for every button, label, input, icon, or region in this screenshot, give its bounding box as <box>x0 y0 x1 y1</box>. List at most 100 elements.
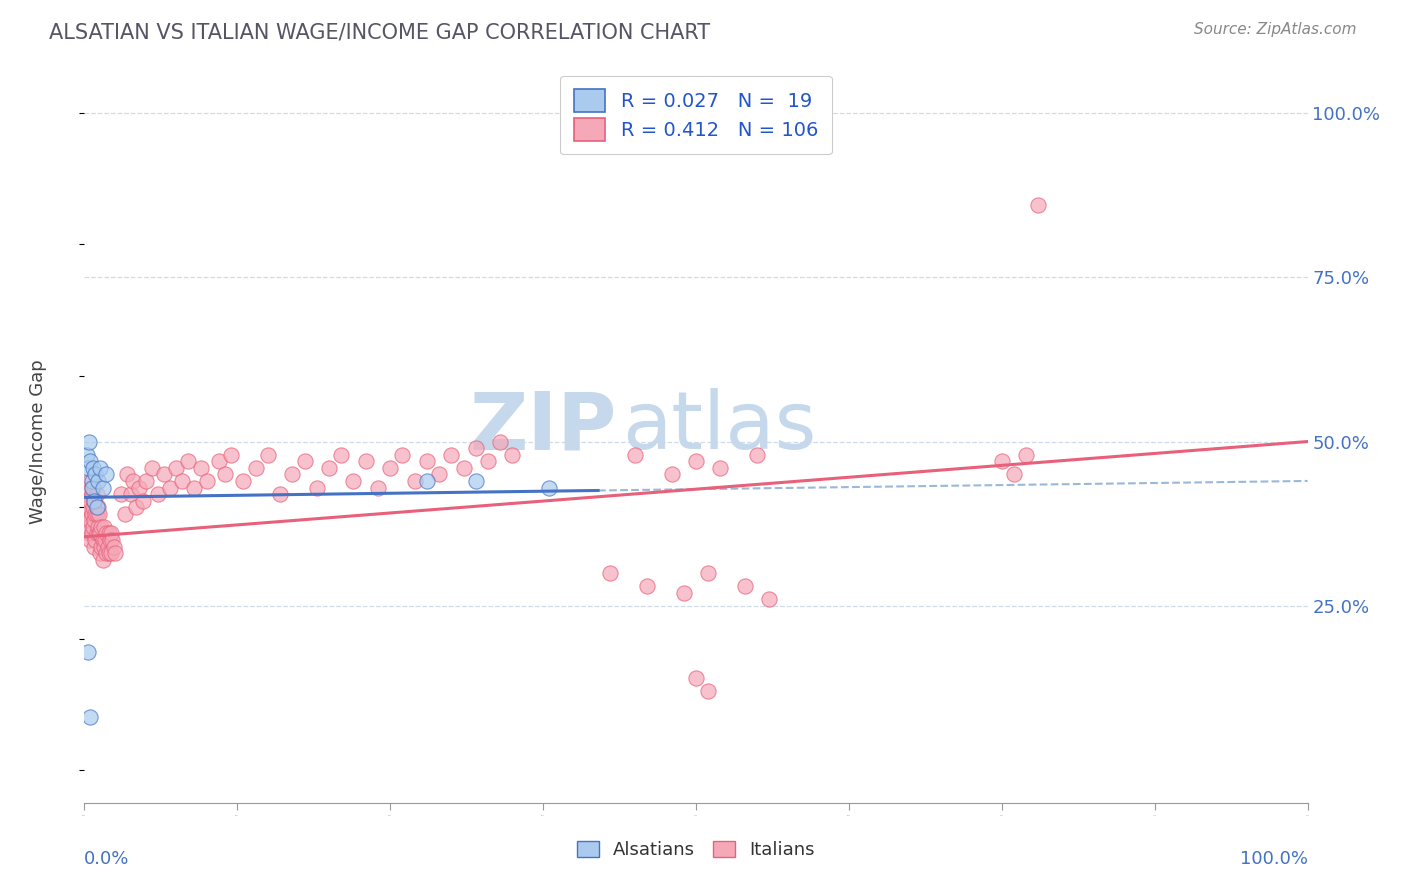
Point <box>141 460 163 475</box>
Point <box>79 710 101 724</box>
Point <box>83 513 105 527</box>
Point <box>624 448 647 462</box>
Point <box>87 526 110 541</box>
Point <box>1015 448 1038 462</box>
Point <box>77 526 100 541</box>
Point <box>440 448 463 462</box>
Point <box>76 493 98 508</box>
Point <box>79 533 101 547</box>
Point <box>128 481 150 495</box>
Point <box>82 460 104 475</box>
Point <box>96 526 118 541</box>
Point <box>380 460 402 475</box>
Point <box>84 467 107 482</box>
Point <box>96 546 118 560</box>
Point <box>132 493 155 508</box>
Point <box>100 546 122 560</box>
Point <box>101 533 124 547</box>
Point <box>661 467 683 482</box>
Point <box>599 566 621 580</box>
Point <box>83 493 105 508</box>
Text: Source: ZipAtlas.com: Source: ZipAtlas.com <box>1194 22 1357 37</box>
Point <box>94 533 117 547</box>
Point <box>404 474 426 488</box>
Point <box>89 526 111 541</box>
Text: ALSATIAN VS ITALIAN WAGE/INCOME GAP CORRELATION CHART: ALSATIAN VS ITALIAN WAGE/INCOME GAP CORR… <box>49 22 710 42</box>
Point <box>114 507 136 521</box>
Point <box>77 500 100 515</box>
Point <box>245 460 267 475</box>
Text: 0.0%: 0.0% <box>84 850 129 868</box>
Point <box>477 454 499 468</box>
Point <box>354 454 377 468</box>
Point <box>269 487 291 501</box>
Point <box>90 540 112 554</box>
Point <box>96 467 118 482</box>
Point <box>80 526 103 541</box>
Point <box>77 507 100 521</box>
Point <box>685 671 707 685</box>
Point <box>77 434 100 449</box>
Point <box>318 460 340 475</box>
Point <box>208 454 231 468</box>
Point <box>159 481 181 495</box>
Point <box>79 493 101 508</box>
Point <box>489 434 512 449</box>
Point <box>98 533 121 547</box>
Text: atlas: atlas <box>623 388 817 467</box>
Point <box>79 474 101 488</box>
Point <box>214 467 236 482</box>
Text: Wage/Income Gap: Wage/Income Gap <box>30 359 46 524</box>
Point <box>93 540 115 554</box>
Point <box>177 454 200 468</box>
Point <box>84 507 107 521</box>
Point <box>82 520 104 534</box>
Point <box>257 448 280 462</box>
Point <box>122 474 145 488</box>
Point <box>330 448 353 462</box>
Point <box>758 592 780 607</box>
Point <box>86 507 108 521</box>
Point <box>91 553 114 567</box>
Point <box>685 454 707 468</box>
Point <box>77 487 100 501</box>
Point <box>100 526 122 541</box>
Point <box>697 684 720 698</box>
Point <box>84 533 107 547</box>
Point <box>146 487 169 501</box>
Point <box>110 487 132 501</box>
Point <box>709 460 731 475</box>
Point <box>232 474 254 488</box>
Point <box>87 507 110 521</box>
Point <box>1002 467 1025 482</box>
Point <box>80 474 103 488</box>
Point <box>76 513 98 527</box>
Point <box>367 481 389 495</box>
Point <box>77 645 100 659</box>
Point <box>342 474 364 488</box>
Point <box>416 454 439 468</box>
Point <box>991 454 1014 468</box>
Point <box>502 448 524 462</box>
Point <box>93 520 115 534</box>
Point <box>89 546 111 560</box>
Point <box>97 546 120 560</box>
Point <box>77 481 100 495</box>
Point <box>125 500 148 515</box>
Point <box>672 585 695 599</box>
Point <box>281 467 304 482</box>
Point <box>79 513 101 527</box>
Point <box>97 526 120 541</box>
Point <box>1028 198 1050 212</box>
Point <box>734 579 756 593</box>
Point <box>76 448 98 462</box>
Point <box>86 487 108 501</box>
Text: ZIP: ZIP <box>470 388 616 467</box>
Point <box>190 460 212 475</box>
Point <box>79 454 101 468</box>
Point <box>77 460 100 475</box>
Point <box>464 441 486 455</box>
Point <box>747 448 769 462</box>
Point <box>427 467 450 482</box>
Point <box>90 520 112 534</box>
